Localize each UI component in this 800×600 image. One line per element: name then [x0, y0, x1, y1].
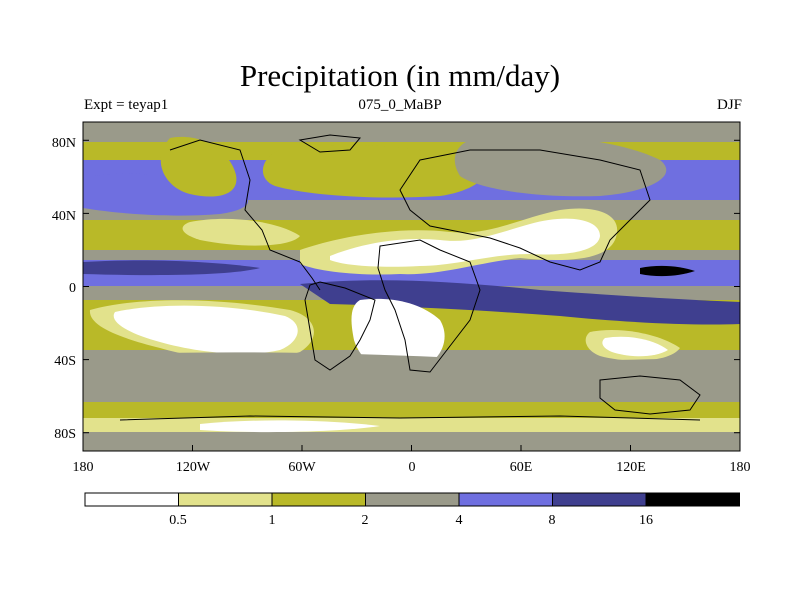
lon-label-180w: 180: [73, 460, 94, 475]
colorbar-swatch: [365, 492, 460, 507]
south-america-coast: [304, 281, 376, 371]
contour-field: [83, 122, 740, 451]
colorbar-label-16: 16: [639, 513, 653, 528]
north-america-dry: [160, 136, 237, 197]
antarctica-coast: [119, 415, 701, 421]
coastlines: [119, 134, 701, 421]
itcz-east-pacific: [83, 260, 260, 276]
colorbar-label-8: 8: [549, 513, 556, 528]
band-sh-high: [83, 402, 740, 418]
eurasia-coast: [399, 149, 651, 271]
lon-label-60w: 60W: [288, 460, 316, 475]
band-antarctic: [83, 418, 740, 432]
lat-label-40n: 40N: [52, 209, 76, 224]
indian-ocean-sub-dry: [602, 336, 668, 357]
colorbar-label-4: 4: [456, 513, 463, 528]
band-south-pole: [83, 432, 740, 451]
colorbar-label-1: 1: [269, 513, 276, 528]
lat-label-80s: 80S: [54, 427, 76, 442]
experiment-label: Expt = teyap1: [84, 97, 169, 113]
lon-label-60e: 60E: [510, 460, 533, 475]
africa-coast: [377, 239, 481, 373]
chart-title: Precipitation (in mm/day): [239, 58, 561, 93]
atlantic-subtropic-light: [182, 218, 300, 246]
sh-midlat-band: [83, 352, 740, 387]
antarctic-dry-patch: [200, 420, 380, 433]
lon-label-0: 0: [409, 460, 416, 475]
warm-pool-max: [640, 265, 695, 277]
sahara-dry-core: [330, 218, 600, 267]
season-label: DJF: [716, 97, 742, 113]
greenland-coast: [298, 134, 361, 153]
axis-ticks: [82, 139, 741, 451]
colorbar-swatch: [552, 492, 647, 507]
south-atlantic-dry: [351, 298, 445, 373]
north-america-coast: [169, 139, 321, 291]
lon-label-120e: 120E: [616, 460, 646, 475]
se-pacific-dry: [113, 305, 298, 354]
colorbar-swatch: [645, 492, 740, 507]
lon-label-180e: 180: [730, 460, 751, 475]
itcz-indo-pacific: [300, 280, 740, 325]
asia-moderate: [454, 136, 667, 197]
lat-label-40s: 40S: [54, 354, 76, 369]
colorbar-swatch: [84, 492, 179, 507]
colorbar-swatch: [178, 492, 273, 507]
lat-label-80n: 80N: [52, 136, 76, 151]
colorbar-label-2: 2: [362, 513, 369, 528]
australia-coast: [599, 375, 701, 415]
colorbar-label-0-5: 0.5: [169, 513, 187, 528]
colorbar: [84, 492, 740, 507]
lat-label-eq: 0: [69, 281, 76, 296]
period-label: 075_0_MaBP: [358, 97, 442, 113]
colorbar-swatch: [271, 492, 366, 507]
lon-label-120w: 120W: [176, 460, 211, 475]
colorbar-swatch: [458, 492, 553, 507]
band-nh-polar: [83, 122, 740, 142]
